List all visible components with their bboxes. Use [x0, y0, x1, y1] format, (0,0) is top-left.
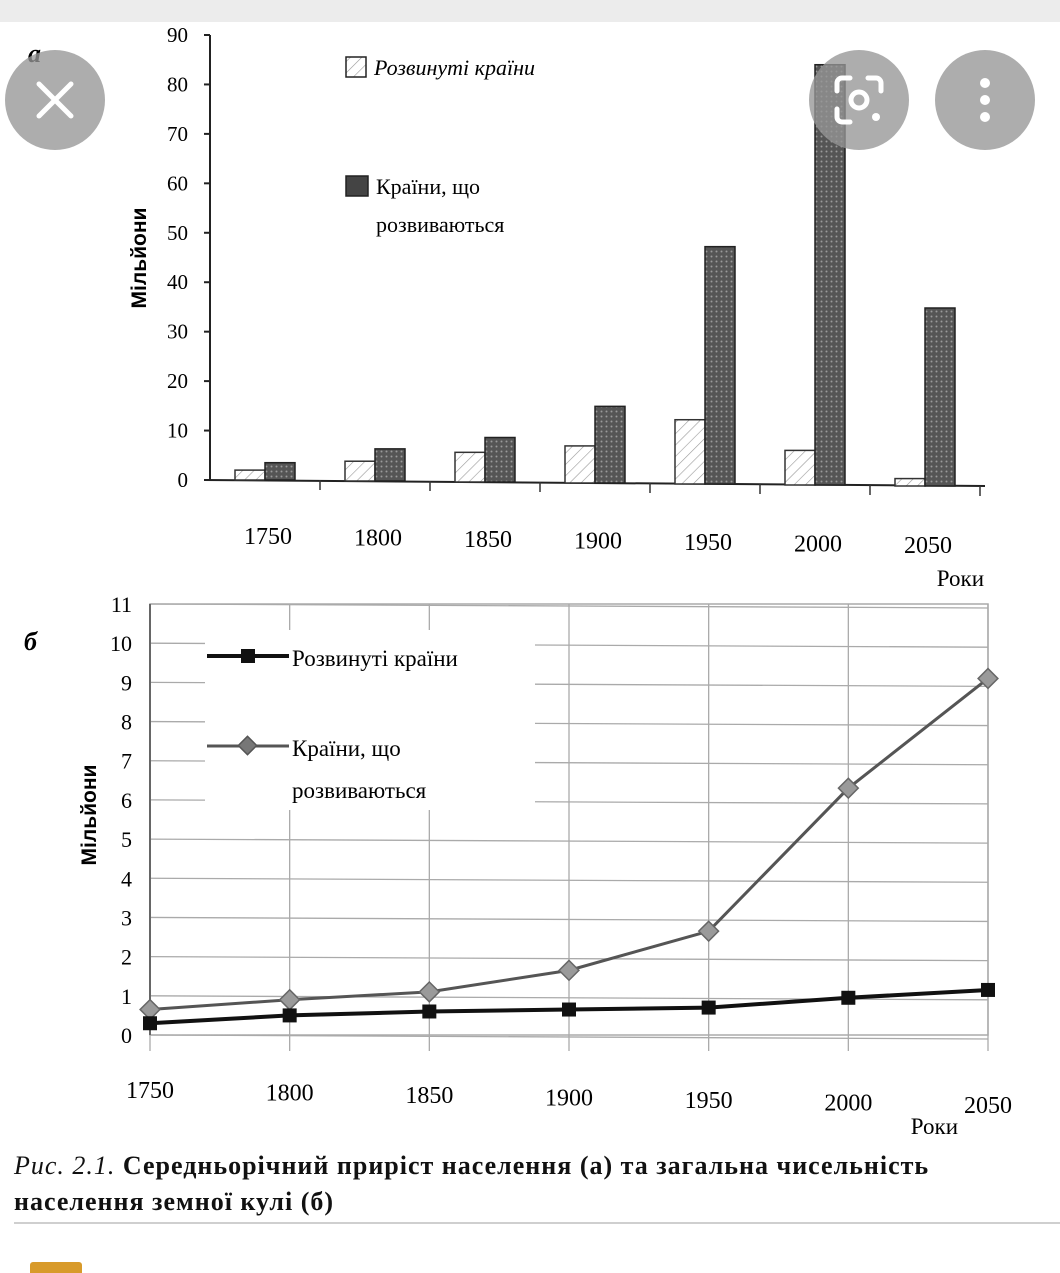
marker-developing [697, 920, 720, 943]
bar-developed [894, 477, 926, 487]
x-tick-label: 1850 [464, 527, 512, 553]
more-options-button[interactable] [935, 50, 1035, 150]
y-tick-label: 3 [121, 905, 132, 930]
y-tick-label: 9 [121, 670, 132, 695]
x-tick-label: 1950 [685, 1088, 733, 1114]
legend-background [205, 630, 535, 810]
figure-caption: Рис. 2.1. Середньорічний приріст населен… [14, 1148, 1050, 1220]
legend-swatch-developing [345, 175, 369, 197]
x-tick-label: 1750 [126, 1078, 174, 1104]
legend-label: розвиваються [292, 778, 427, 803]
y-tick-label: 6 [121, 788, 132, 813]
x-axis-label: Роки [937, 566, 984, 591]
x-tick-label: 2050 [904, 533, 952, 559]
y-tick-label: 0 [178, 468, 189, 492]
marker-developing [278, 988, 301, 1011]
x-tick-label: 1750 [244, 524, 292, 550]
legend-label: Розвинуті країни [373, 55, 535, 80]
x-tick-label: 1950 [684, 530, 732, 556]
x-axis-label: Роки [911, 1114, 958, 1139]
y-tick-label: 90 [167, 23, 188, 47]
y-tick-label: 20 [167, 369, 188, 393]
bar-developing [264, 461, 296, 481]
y-tick-label: 4 [121, 866, 132, 891]
bar-developing [924, 307, 956, 487]
marker-developed [562, 1002, 576, 1017]
legend-label: розвиваються [376, 212, 504, 237]
legend-marker-developed [241, 649, 255, 663]
bar-developing [594, 405, 626, 484]
marker-developing [558, 959, 580, 982]
marker-developed [841, 990, 856, 1005]
legend-marker-developing [237, 735, 258, 756]
y-tick-label: 5 [121, 827, 132, 852]
marker-developed [143, 1016, 157, 1031]
folder-icon [30, 1262, 82, 1273]
bar-chart: а0102030405060708090Мільйони175018001850… [28, 23, 986, 591]
marker-developed [701, 1000, 716, 1015]
x-tick-label: 2000 [794, 532, 842, 558]
marker-developing [418, 980, 441, 1003]
y-axis-label: Мільйони [128, 208, 151, 309]
bar-developed [234, 469, 266, 481]
y-tick-label: 7 [121, 749, 132, 774]
x-tick-label: 1800 [266, 1081, 314, 1107]
y-tick-label: 50 [167, 221, 188, 245]
y-tick-label: 80 [167, 72, 188, 96]
marker-developing [139, 998, 161, 1021]
figure-charts: а0102030405060708090Мільйони175018001850… [24, 23, 1012, 1139]
marker-developing [837, 777, 860, 800]
bar-developed [784, 449, 816, 486]
close-button[interactable] [5, 50, 105, 150]
y-tick-label: 0 [121, 1023, 132, 1048]
bar-developed [344, 460, 376, 482]
lens-scan-icon [834, 75, 884, 125]
y-tick-label: 60 [167, 171, 188, 195]
separator-line [14, 1222, 1060, 1224]
x-tick-label: 1900 [545, 1086, 593, 1112]
y-tick-label: 10 [167, 419, 188, 443]
y-tick-label: 10 [110, 631, 132, 656]
bar-developing [704, 245, 736, 485]
y-tick-label: 8 [121, 710, 132, 735]
caption-figure-number: Рис. 2.1. [14, 1151, 116, 1180]
legend-label: Країни, що [376, 174, 480, 199]
y-tick-label: 30 [167, 320, 188, 344]
caption-text: Середньорічний приріст населення (а) та … [14, 1151, 930, 1216]
y-tick-label: 11 [111, 592, 132, 617]
x-tick-label: 1900 [574, 529, 622, 555]
bar-developed [564, 445, 596, 484]
legend-label: Країни, що [292, 736, 401, 761]
line-chart: б 0 1 2 3 4 5 6 7 8 9 10 11 Мільйони 1750 1800 1850 1900 1… [24, 592, 1012, 1139]
legend: Розвинуті країни Країни, що розвиваються [205, 630, 535, 810]
bar-developed [454, 451, 486, 483]
x-tick-label: 2050 [964, 1093, 1012, 1119]
y-axis-label: Мільйони [78, 765, 101, 866]
panel-label: б [24, 627, 38, 656]
y-tick-label: 40 [167, 270, 188, 294]
y-tick-label: 2 [121, 945, 132, 970]
close-icon [36, 81, 74, 119]
lens-button[interactable] [809, 50, 909, 150]
y-tick-label: 70 [167, 122, 188, 146]
marker-developed [981, 982, 995, 997]
bar-developing [484, 436, 516, 483]
y-tick-label: 1 [121, 984, 132, 1009]
marker-developed [282, 1008, 297, 1023]
x-tick-label: 2000 [824, 1091, 872, 1117]
top-strip [0, 0, 1060, 22]
bar-developed [674, 418, 706, 485]
x-tick-label: 1850 [405, 1083, 453, 1109]
bar-developing [374, 448, 406, 482]
legend-label: Розвинуті країни [292, 646, 458, 671]
x-tick-label: 1800 [354, 526, 402, 552]
more-vertical-icon [980, 78, 990, 122]
legend-swatch-developed [345, 56, 367, 78]
marker-developing [977, 667, 999, 690]
marker-developed [422, 1004, 437, 1019]
